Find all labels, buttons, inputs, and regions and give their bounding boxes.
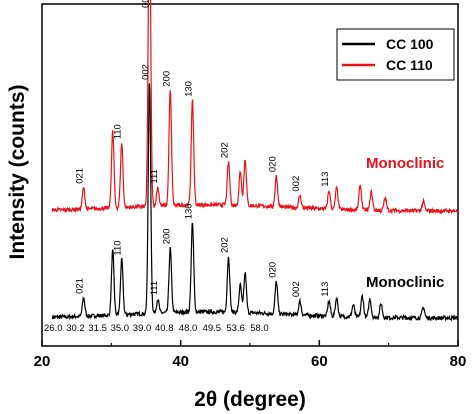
miller-label: 002 — [141, 0, 152, 8]
angle-label: 35.0 — [111, 323, 130, 334]
miller-label: 130 — [184, 203, 195, 219]
miller-label: 202 — [220, 142, 231, 158]
miller-label: 113 — [320, 282, 331, 297]
miller-label: 110 — [113, 124, 124, 139]
angle-label: 53.6 — [226, 323, 245, 334]
legend: CC 100 CC 110 — [336, 28, 455, 81]
series-line-cc100 — [51, 83, 458, 322]
miller-label: 200 — [161, 228, 172, 244]
miller-label: 110 — [113, 240, 124, 255]
miller-label: 113 — [320, 172, 331, 187]
angle-label: 31.5 — [88, 323, 107, 334]
x-axis: 20 40 60 80 — [34, 340, 467, 370]
miller-label: 021 — [75, 168, 86, 184]
angle-label: 26.0 — [44, 323, 63, 334]
miller-label: 002 — [291, 281, 302, 297]
legend-label-cc110: CC 110 — [386, 57, 433, 73]
miller-label: 202 — [220, 237, 231, 253]
x-tick-label: 80 — [450, 353, 467, 370]
x-tick-label: 60 — [311, 353, 328, 370]
y-axis-title: Intensity (counts) — [6, 84, 29, 259]
miller-label: 200 — [161, 71, 172, 87]
angle-label: 39.0 — [133, 323, 152, 334]
miller-label: 002 — [291, 176, 302, 192]
miller-label: 111 — [149, 281, 160, 295]
miller-label: 111 — [149, 169, 160, 183]
angle-label: 58.0 — [250, 323, 269, 334]
phase-label-cc110: Monoclinic — [366, 155, 444, 172]
x-tick-label: 20 — [34, 353, 51, 370]
miller-label: 002 — [141, 64, 152, 80]
miller-label: 020 — [267, 262, 278, 278]
phase-label-cc100: Monoclinic — [366, 274, 444, 291]
x-tick-label: 40 — [172, 353, 189, 370]
angle-label: 30.2 — [66, 323, 85, 334]
angle-label: 48.0 — [179, 323, 198, 334]
x-axis-title: 2θ (degree) — [194, 388, 306, 411]
legend-box — [336, 28, 455, 81]
miller-label: 021 — [75, 278, 86, 294]
legend-label-cc100: CC 100 — [386, 36, 434, 52]
miller-label: 130 — [184, 81, 195, 97]
angle-label: 49.5 — [203, 323, 222, 334]
angle-label: 40.8 — [155, 323, 174, 334]
series-layer — [51, 0, 458, 322]
miller-label: 020 — [267, 156, 278, 172]
series-line-cc110 — [51, 0, 458, 215]
annotation-layer: 021 110 002 111 200 130 202 020 002 113 26.0 30.2 31… — [44, 0, 331, 334]
